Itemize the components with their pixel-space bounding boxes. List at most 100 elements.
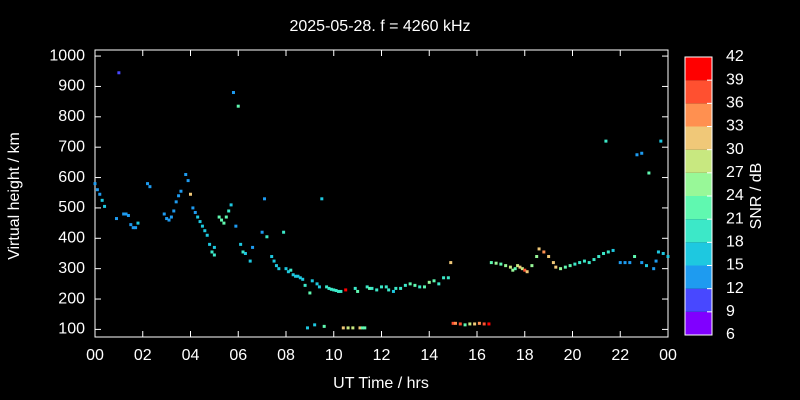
point (666, 255, 670, 259)
point (327, 286, 331, 290)
point (334, 289, 338, 293)
colorbar-tick-label: 39 (726, 71, 744, 88)
point (95, 188, 99, 192)
point (463, 323, 467, 327)
point (356, 289, 360, 293)
colorbar-tick-label: 21 (726, 210, 744, 227)
point (227, 209, 231, 213)
point (265, 235, 269, 239)
point (652, 267, 656, 271)
point (645, 264, 649, 268)
point (606, 250, 610, 254)
point (499, 262, 503, 266)
y-axis-label: Virtual height / km (6, 132, 23, 260)
point (360, 326, 364, 330)
point (370, 286, 374, 290)
colorbar-tick-label: 15 (726, 257, 744, 274)
point (277, 267, 281, 271)
point (126, 214, 130, 218)
x-tick-label: 06 (229, 347, 247, 364)
point (611, 248, 615, 252)
point (186, 179, 190, 183)
point (518, 265, 522, 269)
point (380, 285, 383, 289)
point (134, 226, 138, 230)
point (542, 250, 546, 254)
point (177, 194, 181, 198)
point (315, 282, 319, 286)
colorbar-tick-label: 42 (726, 48, 744, 65)
point (196, 215, 200, 219)
point (198, 220, 202, 224)
point (260, 230, 264, 234)
point (659, 139, 663, 143)
point (391, 289, 395, 293)
x-tick-label: 00 (659, 347, 677, 364)
point (284, 267, 288, 271)
point (263, 197, 267, 201)
point (516, 264, 520, 268)
point (351, 326, 355, 330)
point (203, 229, 207, 233)
chart-title: 2025-05-28. f = 4260 kHz (289, 18, 470, 35)
point (165, 217, 169, 221)
colorbar-band (685, 288, 712, 312)
colorbar-band (685, 80, 712, 104)
point (363, 326, 367, 330)
point (241, 250, 245, 254)
point (387, 288, 391, 292)
point (597, 255, 601, 259)
point (504, 264, 508, 268)
point (573, 262, 577, 266)
point (408, 282, 412, 286)
x-tick-label: 14 (420, 347, 438, 364)
point (449, 261, 453, 265)
y-tick-label: 500 (58, 199, 85, 216)
point (289, 268, 293, 272)
colorbar-tick-label: 36 (726, 95, 744, 112)
point (222, 221, 226, 225)
colorbar-tick-label: 33 (726, 118, 744, 135)
point (191, 206, 195, 210)
point (291, 273, 295, 277)
colorbar-tick-label: 6 (726, 326, 735, 343)
point (212, 245, 216, 249)
point (473, 322, 477, 326)
y-tick-label: 900 (58, 78, 85, 95)
colorbar-band (685, 149, 712, 173)
x-tick-label: 02 (134, 347, 152, 364)
point (220, 218, 224, 222)
point (432, 279, 436, 283)
point (582, 259, 586, 263)
y-tick-label: 200 (58, 290, 85, 307)
x-tick-label: 10 (325, 347, 343, 364)
point (208, 242, 212, 246)
x-axis-label: UT Time / hrs (333, 375, 429, 392)
point (136, 221, 140, 225)
point (394, 286, 398, 290)
point (337, 289, 341, 293)
colorbar-band (685, 196, 712, 220)
point (399, 286, 403, 290)
y-tick-label: 400 (58, 230, 85, 247)
point (358, 326, 362, 330)
x-tick-label: 00 (86, 347, 104, 364)
point (129, 223, 133, 227)
point (602, 251, 606, 255)
point (93, 182, 97, 186)
point (305, 326, 309, 330)
plot-frame (94, 49, 669, 338)
point (454, 321, 458, 325)
colorbar-tick-label: 30 (726, 141, 744, 158)
point (100, 198, 104, 202)
colorbar-tick-label: 18 (726, 234, 744, 251)
point (303, 283, 307, 287)
point (656, 250, 660, 254)
point (239, 242, 243, 246)
colorbar-tick-label: 27 (726, 164, 744, 181)
point (298, 276, 302, 280)
x-tick-label: 12 (373, 347, 391, 364)
point (563, 265, 567, 269)
point (210, 250, 214, 254)
point (234, 224, 238, 228)
